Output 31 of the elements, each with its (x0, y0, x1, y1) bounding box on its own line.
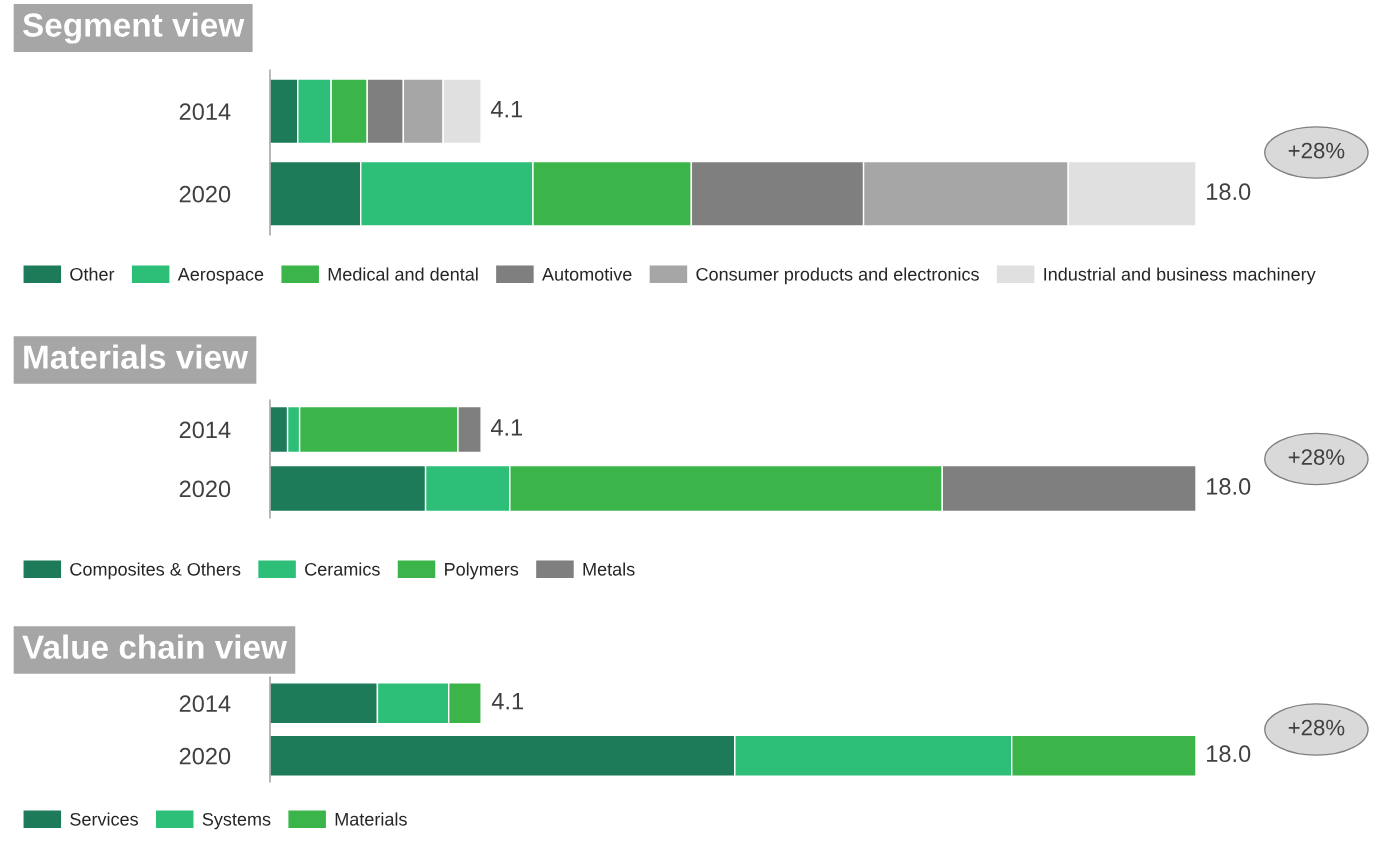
y-tick-label: 2020 (179, 747, 231, 765)
legend-label: Automotive (542, 267, 632, 281)
annotation: 18.0 (1207, 478, 1251, 495)
chart-title: Segment view (22, 12, 245, 44)
legend-label: Other (70, 267, 115, 281)
text: +28% (1288, 719, 1345, 736)
annotation: 18.0 (1207, 745, 1251, 763)
y-tick-label: 2014 (179, 421, 231, 439)
legend-label: Industrial and business machinery (1044, 267, 1316, 285)
legend-label: Ceramics (305, 562, 380, 576)
chart-title: Materials view (24, 344, 249, 369)
annotation: 4.1 (490, 419, 523, 436)
legend-label: Consumer products and electronics (696, 267, 979, 285)
legend-label: Systems (202, 812, 271, 830)
text: +28% (1288, 142, 1345, 159)
legend-label: Composites & Others (70, 562, 241, 580)
annotation: 18.0 (1207, 183, 1251, 201)
y-tick-label: 2014 (179, 695, 231, 713)
annotation: 4.1 (490, 101, 523, 118)
y-tick-label: 2020 (179, 480, 231, 498)
legend-label: Services (70, 812, 138, 826)
legend-label: Polymers (445, 562, 519, 580)
annotation: 4.1 (491, 693, 523, 710)
legend-label: Materials (335, 812, 407, 826)
text: +28% (1288, 449, 1345, 465)
chart-title: Value chain view (22, 634, 288, 659)
legend-label: Metals (583, 562, 635, 576)
legend-label: Medical and dental (328, 267, 478, 281)
y-tick-label: 2014 (179, 103, 231, 121)
legend-label: Aerospace (177, 268, 264, 285)
y-tick-label: 2020 (179, 185, 231, 203)
